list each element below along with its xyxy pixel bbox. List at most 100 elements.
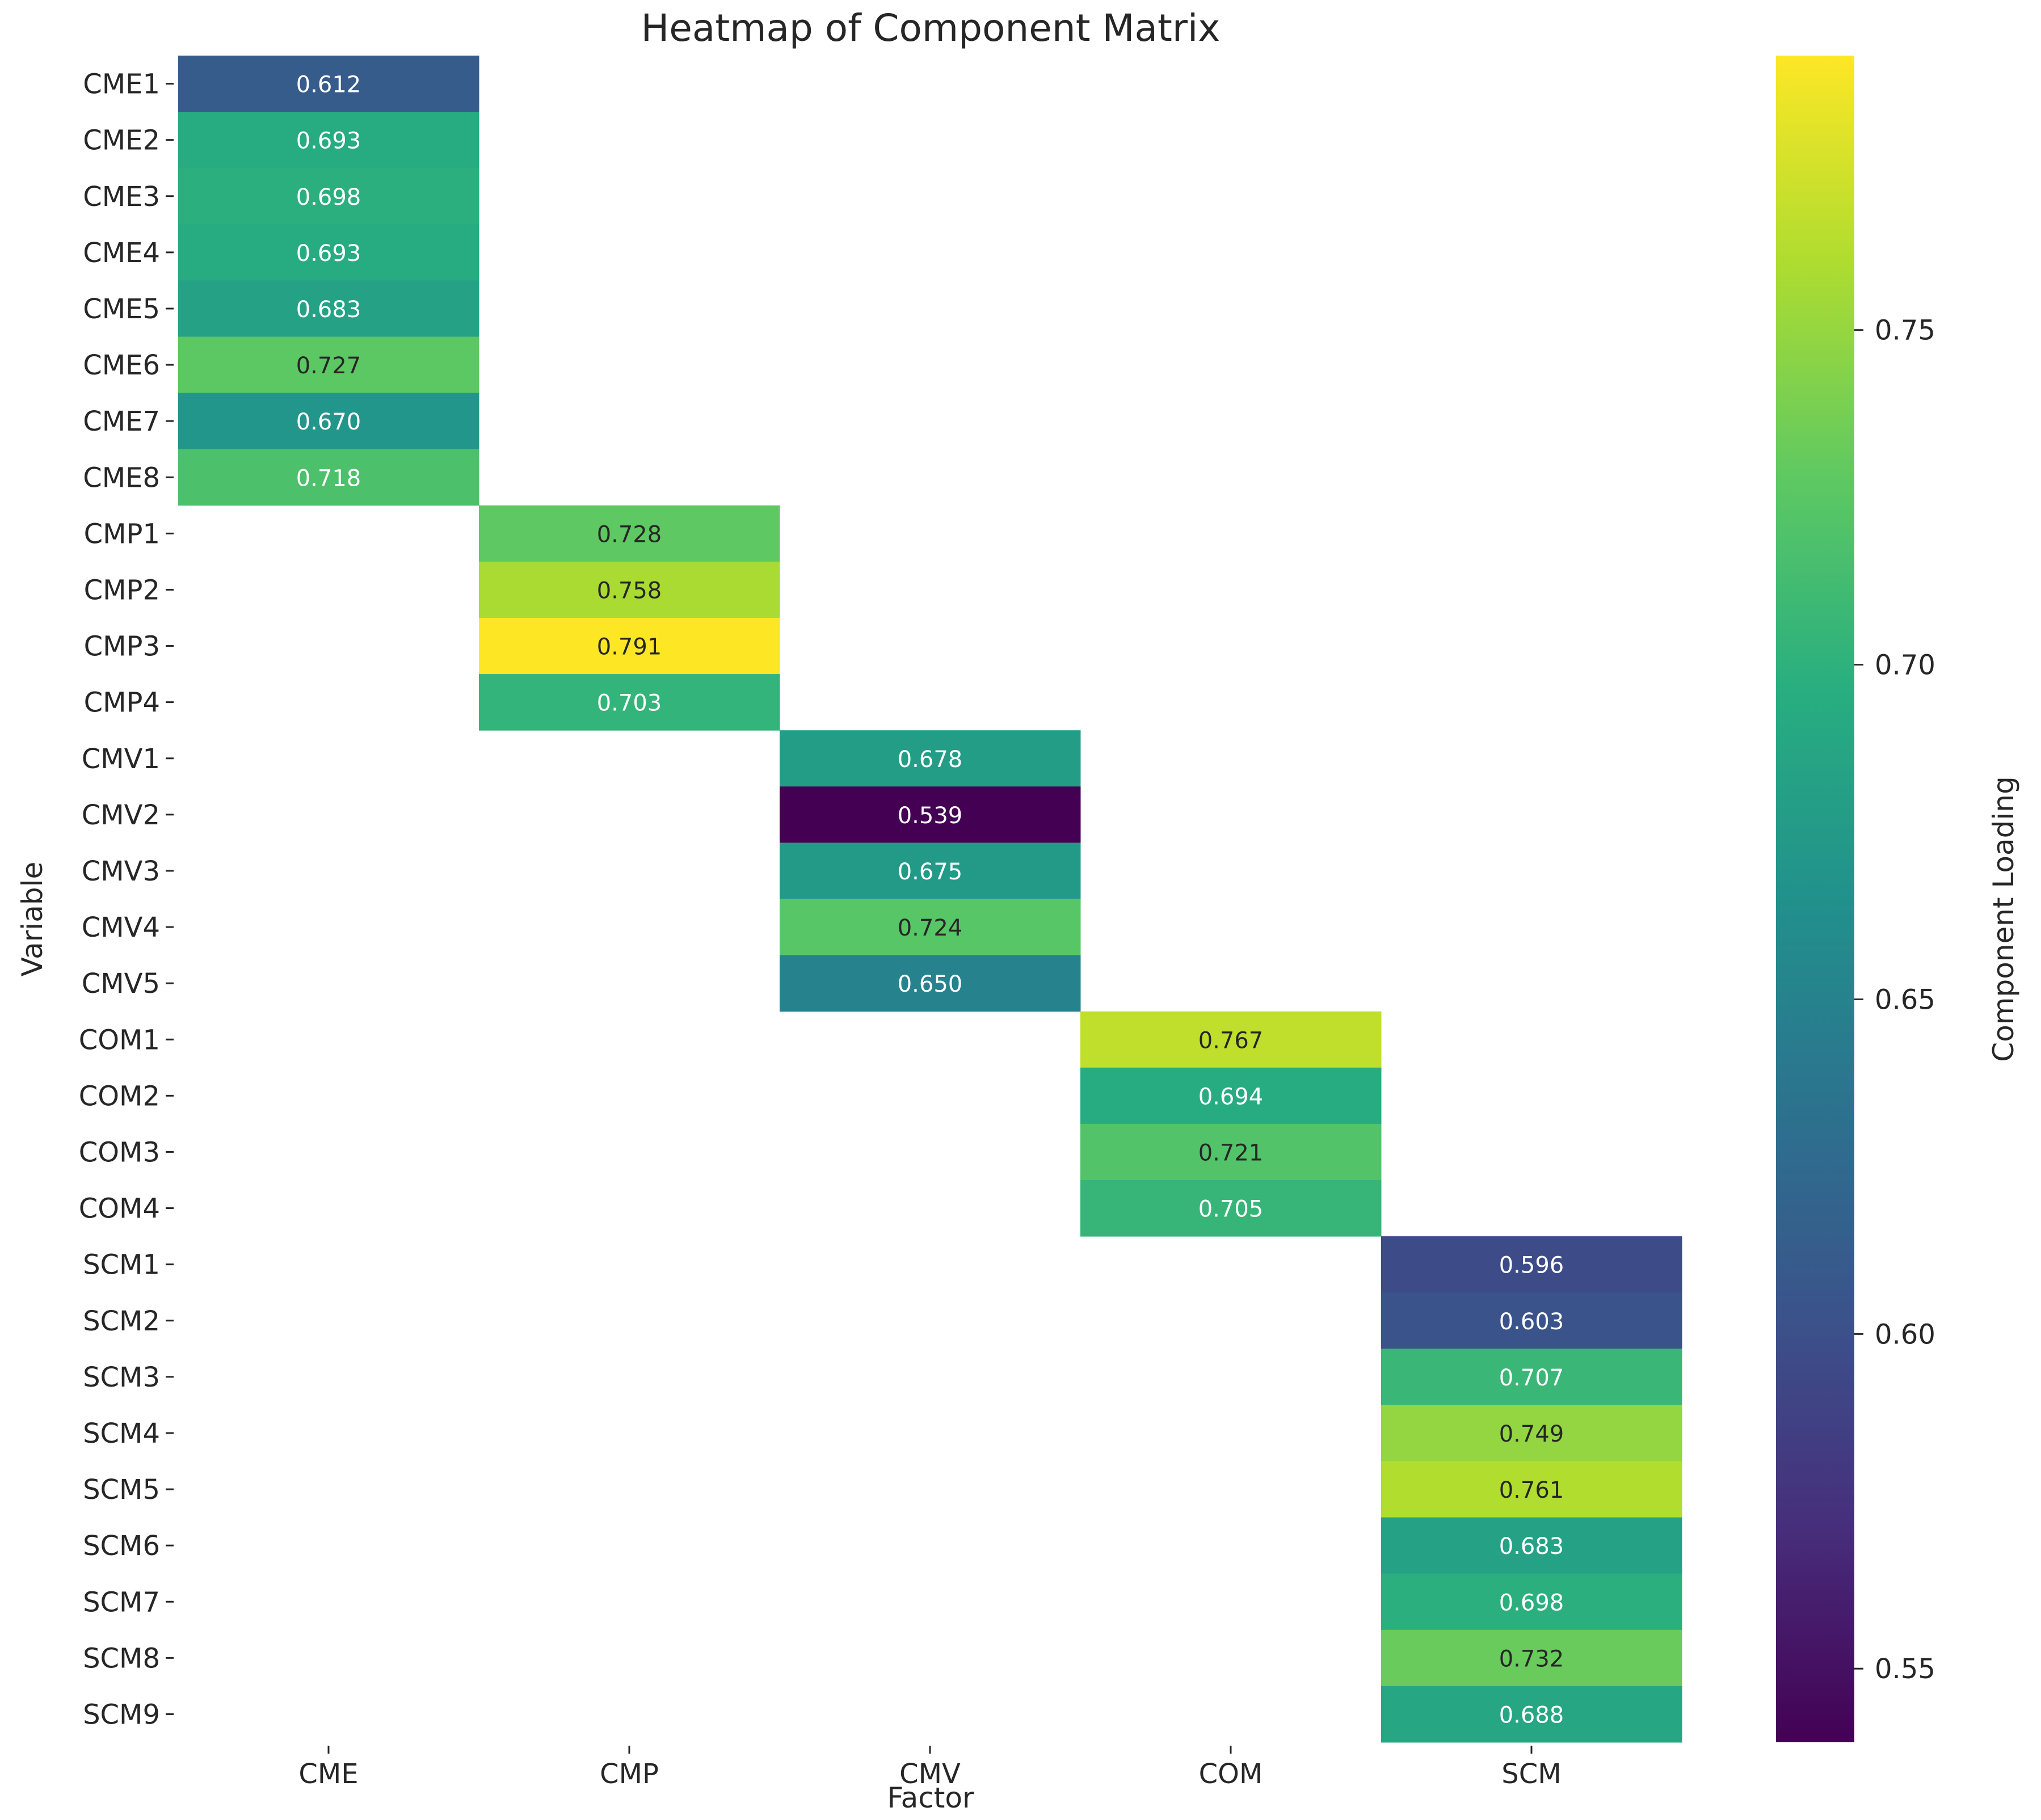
x-tick-label: COM (1199, 1758, 1263, 1790)
y-tick-label: SCM6 (83, 1530, 160, 1562)
cell-com3-com (1080, 1123, 1382, 1181)
colorbar-ticks: 0.55 0.60 0.65 0.70 0.75 (1854, 315, 1935, 1685)
cell-scm4-scm (1381, 1405, 1682, 1461)
cell-scm8-scm (1381, 1629, 1682, 1687)
y-tick-label: CME2 (83, 125, 160, 157)
cell-scm3-scm (1381, 1349, 1682, 1405)
cell-value-label: 0.698 (1499, 1590, 1564, 1616)
y-tick-label: SCM7 (83, 1586, 160, 1618)
cell-cmp4-cmp (479, 674, 780, 731)
cell-cme2-cme (178, 112, 479, 168)
x-axis-ticks: CME CMP CMV COM SCM (298, 1746, 1562, 1790)
y-tick-label: SCM4 (83, 1418, 160, 1450)
cell-value-label: 0.688 (1499, 1702, 1564, 1728)
cell-cme5-cme (178, 280, 479, 337)
y-tick-label: CMP3 (84, 631, 160, 663)
colorbar (1776, 56, 1854, 1742)
cell-cmv2-cmv (780, 786, 1081, 843)
y-tick-label: CME6 (83, 349, 160, 381)
y-tick-label: CME5 (83, 293, 160, 325)
cell-value-label: 0.603 (1499, 1309, 1564, 1335)
y-tick-label: SCM8 (83, 1642, 160, 1674)
y-axis-label: Variable (16, 862, 49, 976)
cell-cme4-cme (178, 224, 479, 281)
cell-cme6-cme (178, 336, 479, 394)
y-tick-label: COM3 (79, 1136, 160, 1168)
colorbar-label: Component Loading (1987, 776, 2020, 1061)
x-tick-label: CMV (899, 1758, 961, 1790)
x-tick-label: CME (298, 1758, 358, 1790)
y-tick-label: CME1 (83, 69, 160, 100)
cell-value-label: 0.732 (1499, 1646, 1564, 1672)
x-tick-label: CMP (600, 1758, 659, 1790)
y-tick-label: CMV5 (82, 968, 160, 1000)
cell-cmp2-cmp (479, 561, 780, 618)
cell-value-label: 0.761 (1499, 1477, 1564, 1503)
cell-cme7-cme (178, 393, 479, 450)
cell-value-label: 0.749 (1499, 1421, 1564, 1447)
cell-value-label: 0.596 (1499, 1253, 1564, 1279)
cell-cmv1-cmv (780, 730, 1081, 787)
cell-value-label: 0.650 (898, 971, 963, 997)
x-axis-label: Factor (887, 1781, 974, 1814)
y-axis-ticks: CME1 CME2 CME3 CME4 CME5 CME6 CME7 CME8 CMP1 CMP2… (79, 69, 174, 1730)
cell-cme1-cme (178, 56, 479, 112)
cell-scm7-scm (1381, 1573, 1682, 1631)
y-tick-label: COM1 (79, 1024, 160, 1056)
cell-value-label: 0.721 (1198, 1140, 1264, 1166)
cell-value-label: 0.767 (1198, 1027, 1264, 1054)
cell-cmp1-cmp (479, 505, 780, 562)
y-tick-label: SCM1 (83, 1249, 160, 1281)
cell-value-label: 0.791 (597, 634, 662, 660)
y-tick-label: CME3 (83, 181, 160, 213)
cell-value-label: 0.612 (296, 72, 361, 98)
chart-title: Heatmap of Component Matrix (641, 6, 1221, 50)
cell-value-label: 0.718 (296, 465, 361, 491)
cell-scm2-scm (1381, 1292, 1682, 1349)
cell-value-label: 0.678 (898, 747, 963, 773)
cell-scm1-scm (1381, 1236, 1682, 1293)
cell-value-label: 0.693 (296, 128, 361, 154)
y-tick-label: COM4 (79, 1193, 160, 1225)
colorbar-tick-label: 0.70 (1875, 650, 1935, 681)
y-tick-label: CMP4 (84, 687, 160, 719)
colorbar-tick-label: 0.75 (1875, 315, 1935, 347)
cell-com4-com (1080, 1180, 1382, 1237)
cell-value-label: 0.698 (296, 184, 361, 210)
cell-value-label: 0.707 (1499, 1365, 1564, 1391)
cell-cmp3-cmp (479, 618, 780, 675)
cell-value-label: 0.728 (597, 521, 662, 547)
colorbar-tick-label: 0.55 (1875, 1653, 1935, 1685)
cell-value-label: 0.683 (1499, 1533, 1564, 1560)
cell-cmv3-cmv (780, 842, 1081, 899)
cell-cme3-cme (178, 168, 479, 225)
y-tick-label: CME7 (83, 406, 160, 437)
y-tick-label: COM2 (79, 1080, 160, 1112)
cell-value-label: 0.724 (898, 915, 963, 941)
y-tick-label: CME8 (83, 462, 160, 494)
cell-value-label: 0.727 (296, 353, 361, 379)
cell-scm5-scm (1381, 1461, 1682, 1518)
x-tick-label: SCM (1501, 1758, 1561, 1790)
y-tick-label: CMV4 (82, 912, 160, 943)
y-tick-label: CMV3 (82, 856, 160, 887)
cell-cme8-cme (178, 449, 479, 506)
cell-scm9-scm (1381, 1686, 1682, 1743)
cell-value-label: 0.539 (898, 803, 963, 829)
cell-value-label: 0.675 (898, 859, 963, 885)
y-tick-label: SCM5 (83, 1474, 160, 1506)
cell-value-labels: 0.612 0.693 0.698 0.693 0.683 0.727 0.670 0.718… (296, 72, 1564, 1729)
cell-cmv4-cmv (780, 899, 1081, 956)
colorbar-tick-label: 0.60 (1875, 1318, 1935, 1350)
y-tick-label: SCM3 (83, 1362, 160, 1393)
cell-com2-com (1080, 1067, 1382, 1124)
y-tick-label: CMV2 (82, 799, 160, 831)
y-tick-label: CMP2 (84, 574, 160, 606)
y-tick-label: SCM9 (83, 1699, 160, 1730)
cell-value-label: 0.705 (1198, 1197, 1264, 1223)
y-tick-label: CME4 (83, 237, 160, 269)
cell-value-label: 0.758 (597, 578, 662, 604)
cell-value-label: 0.670 (296, 409, 361, 435)
colorbar-tick-label: 0.65 (1875, 984, 1935, 1016)
